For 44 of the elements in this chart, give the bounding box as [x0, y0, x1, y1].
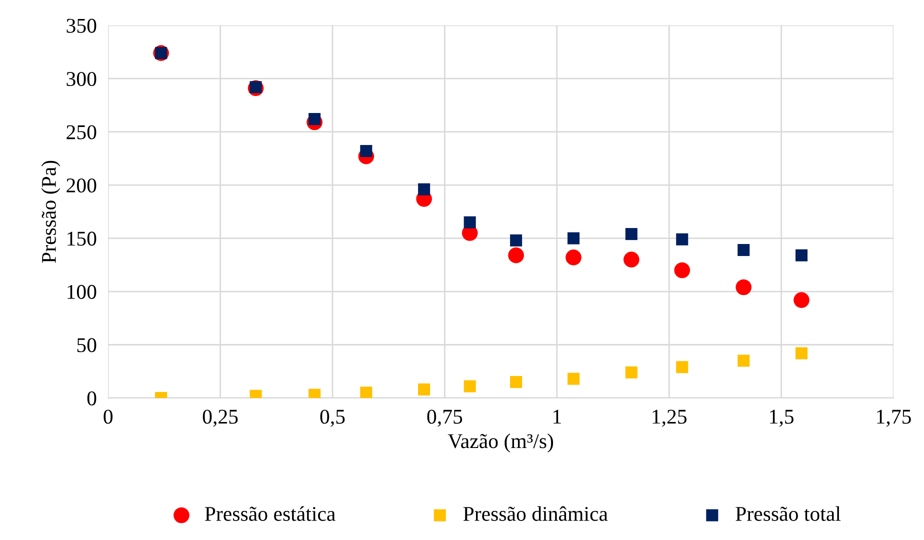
point [794, 292, 810, 308]
x-tick-label: 1,25 [652, 410, 687, 427]
y-tick-label: 300 [66, 72, 96, 86]
legend-label: Pressão dinâmica [463, 506, 608, 521]
point [738, 244, 750, 256]
x-axis-title: Vazão (m³/s) [448, 434, 554, 452]
y-tick-label: 50 [77, 338, 96, 352]
y-tick-label: 350 [66, 18, 96, 33]
y-tick-label: 150 [68, 232, 96, 246]
point [510, 376, 522, 388]
x-tick-label: 0,5 [320, 410, 345, 427]
x-tick-label: 0,25 [202, 410, 238, 427]
legend-label: Pressão total [736, 506, 841, 521]
x-tick-label: 1,5 [770, 410, 794, 427]
point [568, 372, 580, 385]
point [676, 361, 688, 374]
point [418, 383, 430, 396]
x-tick-label: 1,75 [877, 410, 911, 427]
x-tick-label: 0 [104, 410, 113, 424]
point [676, 233, 688, 246]
y-tick-label: 0 [87, 391, 96, 406]
y-tick-label: 100 [68, 284, 96, 299]
y-axis-title: Pressão (Pa) [41, 160, 60, 263]
x-tick-label: 0,75 [427, 410, 462, 427]
point [418, 183, 430, 196]
point [464, 216, 476, 228]
point [674, 262, 690, 278]
y-tick-label: 200 [66, 178, 96, 192]
point [360, 386, 372, 398]
point [510, 234, 522, 246]
point [738, 354, 750, 367]
point [623, 252, 640, 268]
point [568, 232, 580, 244]
point [795, 347, 808, 360]
y-tick-label: 250 [66, 125, 96, 140]
point [625, 366, 638, 378]
point [566, 250, 582, 266]
point [508, 247, 524, 264]
legend-label: Pressão estática [204, 506, 336, 521]
point [625, 228, 638, 240]
point [464, 380, 476, 392]
point [795, 249, 808, 262]
point [736, 279, 752, 296]
x-tick-label: 1 [554, 410, 561, 424]
